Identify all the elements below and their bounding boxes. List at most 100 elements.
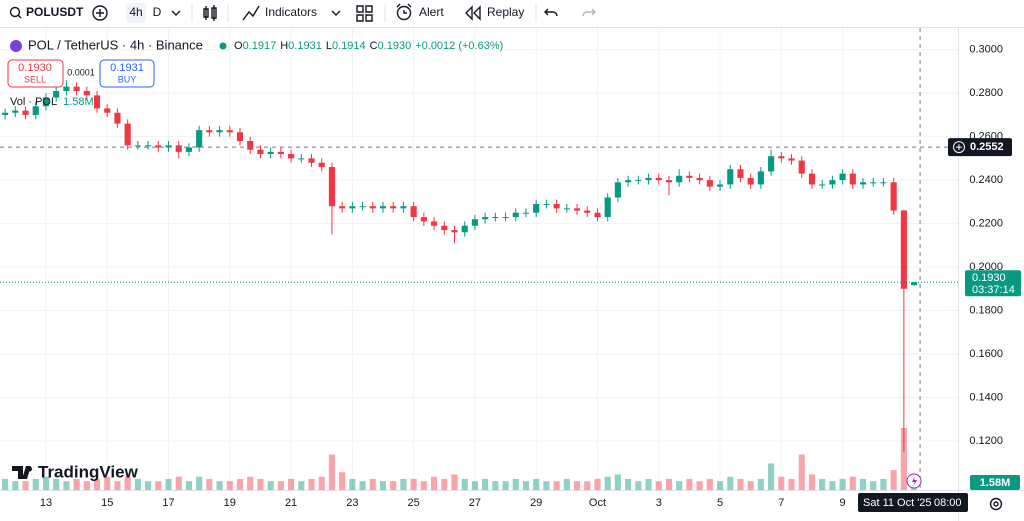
candle-body xyxy=(104,108,111,113)
candle-body xyxy=(369,206,376,209)
symbol[interactable]: POLUSDT xyxy=(26,5,84,19)
volume-bar xyxy=(584,481,591,490)
volume-bar xyxy=(676,481,683,490)
replay-button[interactable]: Replay xyxy=(487,5,524,19)
candle-body xyxy=(911,282,918,286)
candle-body xyxy=(257,149,264,155)
volume-bar xyxy=(379,481,387,490)
candle-body xyxy=(196,130,203,148)
sell-button[interactable] xyxy=(7,59,64,88)
interval-4h[interactable]: 4h xyxy=(129,5,142,19)
alert-icon xyxy=(396,3,412,14)
last-price-badge xyxy=(965,270,1021,297)
candle-body xyxy=(451,230,458,233)
candle-body xyxy=(604,197,611,218)
volume-bar xyxy=(298,481,305,490)
layouts-button[interactable] xyxy=(356,5,373,22)
y-tick-label: 0.1200 xyxy=(969,435,1003,447)
candle-body xyxy=(134,145,141,147)
candle-body xyxy=(226,130,233,133)
x-tick-label: 13 xyxy=(40,497,52,509)
candle-body xyxy=(778,156,785,159)
compare-button[interactable] xyxy=(92,5,108,21)
buy-button[interactable] xyxy=(99,59,155,88)
crosshair-price-label: 0.2552 xyxy=(970,141,1004,153)
volume-bar xyxy=(890,470,897,490)
volume-bar xyxy=(83,481,90,490)
y-tick-label: 0.2400 xyxy=(969,174,1003,186)
candle-body xyxy=(114,112,121,124)
crosshair-date: Sat 11 Oct '25 xyxy=(863,497,932,509)
settings-button[interactable] xyxy=(989,497,1003,511)
candle-body xyxy=(441,225,448,231)
volume-bar xyxy=(849,476,856,490)
indicators-icon xyxy=(242,5,260,21)
redo-button[interactable] xyxy=(582,8,596,17)
bar-countdown: 03:37:14 xyxy=(972,284,1015,296)
volume-bar xyxy=(267,481,274,490)
volume-bar xyxy=(441,478,448,490)
search-icon[interactable] xyxy=(9,6,21,18)
market-status xyxy=(219,42,227,50)
volume-bar xyxy=(533,478,540,490)
candle-body xyxy=(727,169,734,185)
candle-body xyxy=(410,206,417,218)
candle-body xyxy=(53,91,60,98)
symbol-description: POL / TetherUS · 4h · Binance xyxy=(28,37,203,52)
volume-bar xyxy=(768,463,775,490)
ohlc-label: H xyxy=(280,40,288,52)
volume-bar xyxy=(461,478,468,490)
volume-bar xyxy=(277,481,284,490)
candle-body xyxy=(124,123,131,146)
indicators-button[interactable]: Indicators xyxy=(265,5,317,19)
candle-body xyxy=(808,173,816,185)
candle-body xyxy=(461,225,468,233)
volume-bar xyxy=(614,474,621,490)
candle-body xyxy=(339,206,346,209)
volume-bar xyxy=(155,481,162,490)
volume-bar xyxy=(655,481,662,490)
y-tick-label: 0.1800 xyxy=(969,304,1003,316)
volume-bar xyxy=(32,478,39,490)
volume-bar xyxy=(808,474,816,490)
ohlc-value: 0.1931 xyxy=(288,40,322,52)
candle-body xyxy=(573,208,581,211)
toolbar-bg xyxy=(0,0,1024,27)
x-tick-label: 15 xyxy=(101,497,113,509)
alert-button[interactable]: Alert xyxy=(419,5,444,19)
chart-type-button[interactable] xyxy=(203,5,217,21)
symbol-logo xyxy=(10,40,22,52)
candle-body xyxy=(492,217,499,219)
x-tick-label: 27 xyxy=(469,497,481,509)
indicators-dropdown[interactable] xyxy=(331,10,341,16)
volume-bar xyxy=(308,478,315,490)
candle-body xyxy=(768,156,775,172)
candle-body xyxy=(73,86,80,92)
volume-bar xyxy=(859,478,867,490)
y-tick-label: 0.3000 xyxy=(969,44,1003,56)
volume-bar xyxy=(482,478,489,490)
volume-bar xyxy=(206,478,213,490)
x-tick-label: Oct xyxy=(589,497,606,509)
volume-bar xyxy=(563,478,570,490)
volume-bar xyxy=(134,478,141,490)
undo-button[interactable] xyxy=(544,8,558,17)
candle-body xyxy=(635,180,642,182)
sell-label: SELL xyxy=(24,74,46,84)
volume-bar xyxy=(236,478,244,490)
add-alert-button[interactable] xyxy=(953,141,965,154)
candle-body xyxy=(165,145,172,148)
ohlc-label: L xyxy=(326,40,332,52)
candle-body xyxy=(175,145,182,152)
x-tick-label: 23 xyxy=(346,497,358,509)
volume-bar xyxy=(829,481,836,490)
x-tick-label: 19 xyxy=(224,497,236,509)
volume-bar xyxy=(625,478,632,490)
candle-body xyxy=(716,184,724,187)
volume-bar xyxy=(390,481,397,490)
candle-body xyxy=(12,110,19,113)
volume-bar xyxy=(420,481,427,490)
volume-bar xyxy=(216,481,223,490)
interval-d[interactable]: D xyxy=(153,5,162,19)
interval-dropdown[interactable] xyxy=(171,10,181,16)
